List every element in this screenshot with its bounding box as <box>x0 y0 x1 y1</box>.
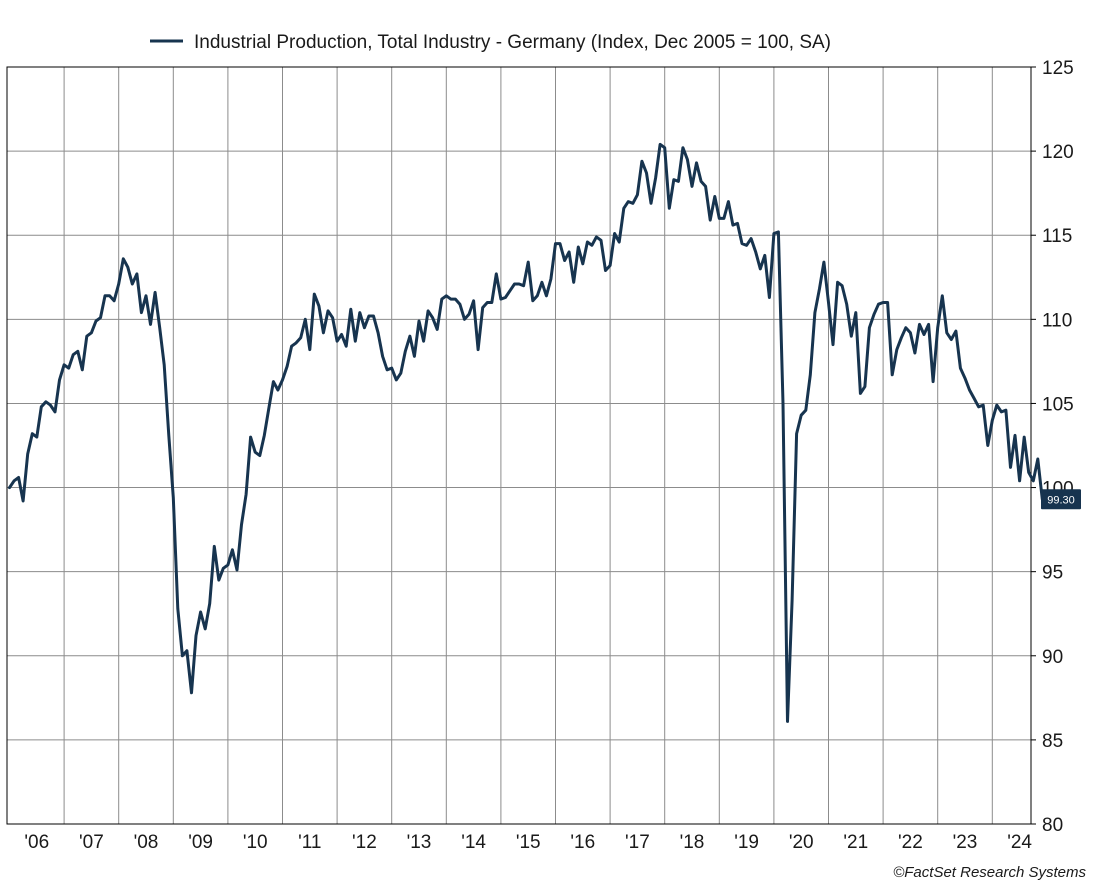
y-tick-label: 125 <box>1042 58 1074 79</box>
x-tick-label: '22 <box>898 832 923 853</box>
series-line-industrial-production <box>8 142 1044 723</box>
x-tick-label: '20 <box>789 832 814 853</box>
y-tick-label: 110 <box>1042 310 1072 331</box>
x-tick-label: '15 <box>516 832 541 853</box>
x-tick-label: '07 <box>79 832 104 853</box>
x-tick-label: '14 <box>461 832 486 853</box>
last-value-badge-text: 99.30 <box>1047 494 1075 506</box>
series-layer <box>8 142 1044 723</box>
x-tick-label: '08 <box>134 832 159 853</box>
x-tick-label: '21 <box>843 832 868 853</box>
x-tick-label: '17 <box>625 832 650 853</box>
x-tick-label: '16 <box>570 832 595 853</box>
x-tick-label: '12 <box>352 832 377 853</box>
y-tick-label: 105 <box>1042 394 1074 415</box>
x-tick-label: '19 <box>734 832 759 853</box>
x-tick-label: '24 <box>1007 832 1032 853</box>
last-value-badge-box <box>1041 489 1081 510</box>
grid <box>7 67 1031 824</box>
x-tick-label: '18 <box>680 832 705 853</box>
x-tick-label: '13 <box>407 832 432 853</box>
y-tick-label: 85 <box>1042 731 1063 752</box>
legend-label: Industrial Production, Total Industry - … <box>194 32 831 53</box>
legend: Industrial Production, Total Industry - … <box>150 32 831 53</box>
credit-label: ©FactSet Research Systems <box>893 864 1086 881</box>
y-tick-label: 115 <box>1042 226 1072 247</box>
y-tick-label: 120 <box>1042 142 1074 163</box>
x-tick-label: '06 <box>24 832 49 853</box>
x-tick-label: '10 <box>243 832 268 853</box>
x-tick-label: '11 <box>298 832 321 853</box>
y-tick-label: 95 <box>1042 563 1063 584</box>
y-tick-label: 80 <box>1042 815 1063 836</box>
x-tick-label: '09 <box>188 832 213 853</box>
x-axis: '06 '07 '08 '09 '10 '11 '12 '13 '14 '15 '16 '17 '18 '… <box>24 832 1032 853</box>
plot-frame <box>6 66 1032 825</box>
y-tick-label: 90 <box>1042 647 1063 668</box>
x-tick-label: '23 <box>953 832 978 853</box>
last-value-badge: 99.30 <box>1041 489 1081 510</box>
